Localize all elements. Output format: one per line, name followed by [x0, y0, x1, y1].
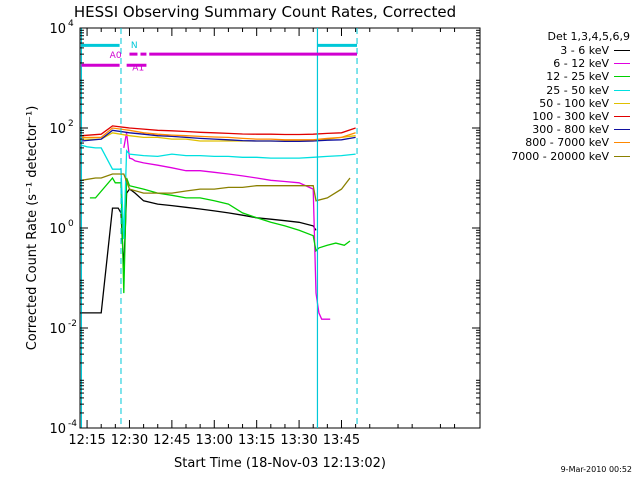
legend-item-1: 6 - 12 keV [480, 57, 630, 70]
series-line-8 [81, 173, 351, 202]
y-tick-exp-2: 0 [68, 219, 74, 229]
annotation-label-2: A1 [132, 63, 144, 73]
legend-label: 12 - 25 keV [546, 70, 609, 84]
legend-swatch [614, 63, 630, 65]
generation-timestamp: 9-Mar-2010 00:52 [560, 465, 632, 474]
legend-label: 6 - 12 keV [553, 57, 609, 71]
series-layer [81, 125, 356, 320]
x-tick-label-2: 12:45 [153, 433, 190, 448]
legend-label: 100 - 300 keV [532, 110, 609, 124]
plot-area-frame [79, 27, 481, 429]
y-tick-label-3: 10 [49, 122, 66, 137]
x-axis-label: Start Time (18-Nov-03 12:13:02) [174, 456, 386, 471]
annotation-label-0: N [131, 41, 138, 51]
x-tick-label-1: 12:30 [111, 433, 148, 448]
legend-item-5: 100 - 300 keV [480, 110, 630, 123]
legend-swatch [614, 129, 630, 131]
legend-item-3: 25 - 50 keV [480, 84, 630, 97]
legend-item-2: 12 - 25 keV [480, 70, 630, 83]
legend-title: Det 1,3,4,5,6,9 [547, 30, 630, 43]
legend-label: 50 - 100 keV [539, 96, 609, 110]
series-line-0 [81, 188, 317, 314]
legend-item-7: 800 - 7000 keV [480, 136, 630, 149]
legend-label: 7000 - 20000 keV [511, 149, 609, 163]
y-tick-label-2: 10 [49, 222, 66, 237]
legend-item-4: 50 - 100 keV [480, 97, 630, 110]
y-tick-label-4: 10 [49, 22, 66, 37]
legend-swatch [614, 89, 630, 91]
legend-label: 300 - 800 keV [532, 123, 609, 137]
y-tick-label-0: 10 [49, 422, 66, 437]
y-axis-label: Corrected Count Rate (s⁻¹ detector⁻¹) [25, 106, 40, 351]
chart-title: HESSI Observing Summary Count Rates, Cor… [74, 3, 456, 21]
legend-label: 25 - 50 keV [546, 83, 609, 97]
legend-label: 800 - 7000 keV [525, 136, 609, 150]
y-tick-exp-3: 2 [68, 119, 74, 129]
series-line-5 [81, 125, 356, 137]
x-tick-label-6: 13:45 [323, 433, 360, 448]
series-line-6 [81, 129, 356, 143]
x-tick-label-5: 13:30 [280, 433, 317, 448]
legend-item-8: 7000 - 20000 keV [480, 150, 630, 163]
legend-swatch [614, 76, 630, 78]
series-line-2 [89, 176, 351, 294]
series-line-7 [81, 127, 356, 141]
x-tick-label-3: 13:00 [196, 433, 233, 448]
legend-rows: 3 - 6 keV 6 - 12 keV 12 - 25 keV 25 - 50 ke… [480, 44, 630, 163]
legend-item-0: 3 - 6 keV [480, 44, 630, 57]
series-line-1 [123, 132, 331, 320]
legend-swatch [614, 50, 630, 52]
x-tick-label-4: 13:15 [238, 433, 275, 448]
legend-swatch [614, 102, 630, 104]
y-tick-label-1: 10 [49, 322, 66, 337]
legend-item-6: 300 - 800 keV [480, 123, 630, 136]
chart-legend: Det 1,3,4,5,6,9 3 - 6 keV 6 - 12 keV 12 - … [480, 30, 630, 163]
legend-swatch [614, 142, 630, 144]
x-tick-label-0: 12:15 [68, 433, 105, 448]
legend-swatch [614, 116, 630, 118]
legend-swatch [614, 155, 630, 157]
legend-label: 3 - 6 keV [560, 44, 609, 58]
series-line-3 [81, 144, 356, 240]
annotation-label-1: A0 [110, 51, 122, 61]
y-tick-exp-4: 4 [68, 19, 74, 29]
y-tick-exp-0: -4 [68, 419, 77, 429]
y-tick-exp-1: -2 [68, 319, 77, 329]
